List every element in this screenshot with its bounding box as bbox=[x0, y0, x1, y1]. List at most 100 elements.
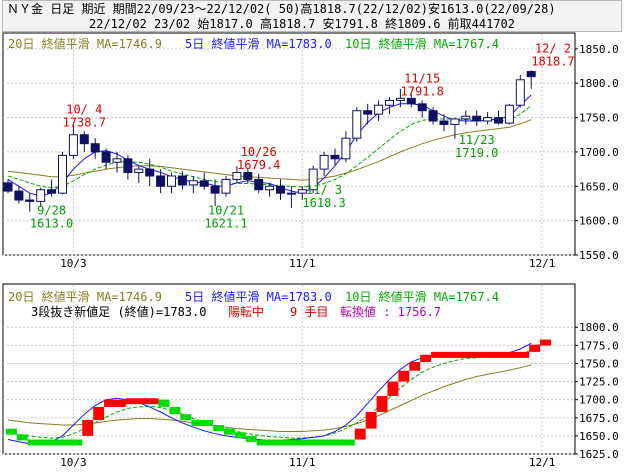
candle-body-up bbox=[352, 110, 362, 139]
candle-panel-axes: 1850.0 1800.0 1750.0 1700.0 1650.0 1600.0 1550… bbox=[60, 43, 619, 270]
y-tick-label: 1675.0 bbox=[579, 412, 619, 425]
candle-body-up bbox=[221, 178, 231, 194]
candle-body-down bbox=[439, 120, 449, 125]
annotation-date: 10/21 bbox=[208, 204, 244, 218]
annotation-date: 9/28 bbox=[37, 204, 66, 218]
break-block-up bbox=[376, 396, 388, 412]
y-tick-label: 1700.0 bbox=[579, 394, 619, 407]
y-tick-label: 1725.0 bbox=[579, 376, 619, 389]
break-block-up bbox=[420, 354, 432, 363]
candle-body-up bbox=[232, 172, 242, 180]
annotation-value: 1621.1 bbox=[204, 217, 247, 231]
break-info-reversal: 転換値 : 1756.7 bbox=[340, 304, 441, 319]
ma10-line bbox=[7, 349, 532, 439]
break-block-up bbox=[409, 362, 421, 371]
candle-body-down bbox=[3, 182, 13, 192]
candle-body-up bbox=[167, 175, 176, 187]
break-block-up bbox=[125, 398, 159, 405]
break-info-state: 陽転中 bbox=[228, 304, 264, 319]
break-block-up bbox=[104, 399, 126, 407]
candle-body-up bbox=[319, 154, 329, 170]
candle-series bbox=[3, 70, 536, 212]
annotation-value: 1618.3 bbox=[302, 196, 345, 210]
break-info-main: 3段抜き新値足 (終値)=1783.0 bbox=[31, 304, 206, 319]
candle-body-down bbox=[79, 134, 89, 145]
break-block-down bbox=[224, 428, 235, 435]
break-info-count: 9 手目 bbox=[290, 305, 328, 319]
break-block-up bbox=[365, 411, 377, 429]
candle-body-up bbox=[483, 117, 493, 122]
candle-body-down bbox=[526, 71, 536, 78]
candle-body-down bbox=[254, 178, 264, 191]
annotation-date: 10/ 4 bbox=[66, 102, 102, 116]
break-block-down bbox=[245, 435, 257, 442]
top-legend-ma10: 10日 終値平滑 MA=1767.4 bbox=[345, 36, 499, 51]
candle-body-down bbox=[90, 143, 100, 153]
candle-body-up bbox=[112, 158, 122, 163]
candle-body-down bbox=[406, 97, 416, 105]
x-tick-label: 10/3 bbox=[60, 257, 87, 270]
break-block-up bbox=[398, 370, 410, 382]
break-panel-axes: 1800.0 1775.0 1750.0 1725.0 1700.0 1675.0 1650… bbox=[60, 321, 619, 469]
y-tick-label: 1750.0 bbox=[579, 112, 619, 125]
candle-body-up bbox=[504, 104, 514, 124]
candle-body-down bbox=[123, 158, 133, 174]
candle-body-down bbox=[177, 175, 187, 186]
candle-body-down bbox=[47, 189, 57, 194]
header-latest-line: 22/12/02 23/02 始1817.0 高1818.7 安1791.8 終… bbox=[89, 17, 516, 31]
break-block-down bbox=[256, 439, 355, 446]
chart-header: ＮＹ金 日足 期近 期間22/09/23～22/12/02( 50)高1818.… bbox=[2, 0, 622, 32]
y-tick-label: 1550.0 bbox=[579, 249, 619, 262]
candle-body-down bbox=[363, 110, 373, 115]
annotation-value: 1679.4 bbox=[237, 158, 280, 172]
candle-body-down bbox=[494, 117, 503, 124]
candle-body-down bbox=[25, 199, 35, 202]
candle-body-down bbox=[428, 110, 438, 122]
break-block-down bbox=[180, 414, 192, 421]
candle-body-up bbox=[385, 99, 394, 106]
break-panel-grid bbox=[3, 285, 575, 455]
candle-body-down bbox=[145, 168, 155, 177]
bottom-legend-ma10: 10日 終値平滑 MA=1767.4 bbox=[345, 289, 499, 304]
x-tick-label: 11/1 bbox=[289, 456, 316, 469]
y-tick-label: 1775.0 bbox=[579, 339, 619, 352]
candle-body-up bbox=[374, 104, 384, 115]
x-tick-label: 12/1 bbox=[529, 257, 556, 270]
annotation-date: 10/26 bbox=[241, 145, 277, 159]
three-line-break-series bbox=[6, 339, 551, 446]
candle-body-up bbox=[297, 189, 307, 194]
candle-body-up bbox=[515, 79, 525, 106]
candle-body-down bbox=[199, 180, 209, 187]
y-tick-label: 1650.0 bbox=[579, 430, 619, 443]
break-block-down bbox=[169, 406, 181, 415]
break-block-down bbox=[234, 432, 246, 439]
break-block-up bbox=[540, 339, 551, 346]
break-block-up bbox=[529, 344, 541, 352]
annotation-date: 11/15 bbox=[404, 71, 440, 85]
candle-body-down bbox=[243, 172, 253, 180]
x-tick-label: 11/1 bbox=[289, 257, 316, 270]
x-tick-label: 10/3 bbox=[60, 456, 87, 469]
y-tick-label: 1850.0 bbox=[579, 43, 619, 56]
annotation-value: 1738.7 bbox=[63, 115, 106, 129]
candle-body-up bbox=[461, 115, 471, 120]
bottom-legend-ma5: 5日 終値平滑 MA=1783.0 bbox=[185, 289, 332, 304]
candle-body-up bbox=[286, 192, 296, 195]
top-legend-ma5: 5日 終値平滑 MA=1783.0 bbox=[185, 36, 332, 51]
candle-body-down bbox=[14, 190, 24, 201]
break-block-up bbox=[82, 419, 94, 436]
candle-body-up bbox=[58, 154, 67, 194]
bottom-legend-ma20: 20日 終値平滑 MA=1746.9 bbox=[8, 289, 162, 304]
annotation-date: 11/23 bbox=[459, 133, 495, 147]
break-block-down bbox=[191, 419, 214, 426]
candle-body-up bbox=[36, 189, 46, 202]
y-tick-label: 1600.0 bbox=[579, 215, 619, 228]
candle-body-down bbox=[210, 185, 220, 194]
break-block-up bbox=[93, 406, 105, 420]
break-block-down bbox=[16, 434, 28, 441]
candle-body-up bbox=[68, 134, 78, 156]
candle-body-down bbox=[330, 154, 340, 160]
candle-body-up bbox=[395, 97, 405, 101]
candle-body-up bbox=[188, 180, 198, 186]
candle-body-down bbox=[276, 185, 285, 194]
